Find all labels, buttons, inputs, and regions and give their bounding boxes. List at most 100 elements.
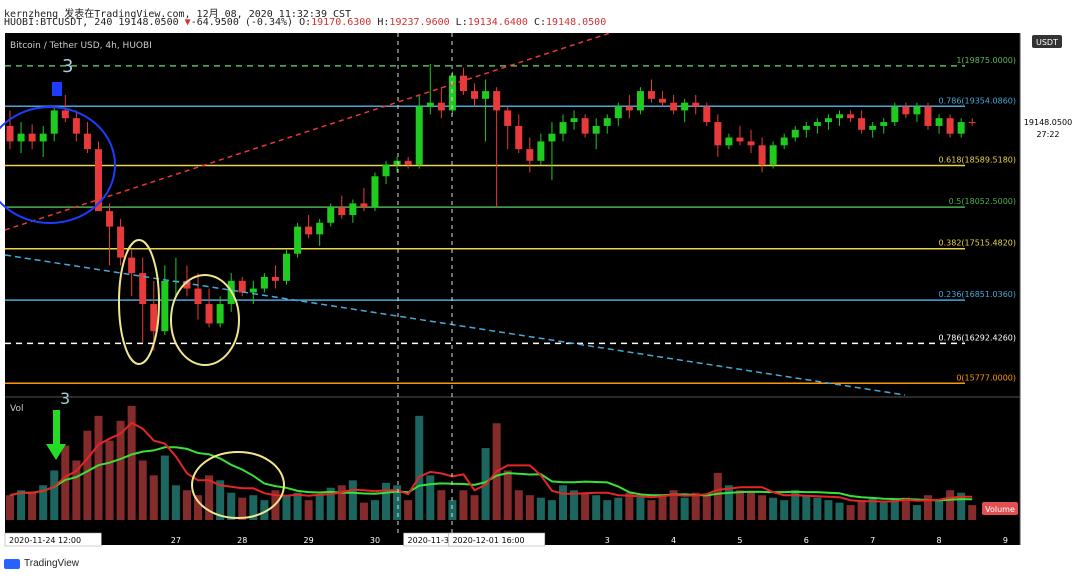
candle-body: [161, 280, 169, 332]
volume-bar-77: [857, 500, 866, 520]
low-value: 19134.6400: [467, 17, 528, 28]
x-tick-8: 4: [671, 536, 676, 545]
volume-bar-68: [758, 495, 767, 520]
candle-7: [83, 122, 91, 154]
candle-body: [72, 118, 80, 134]
candle-body: [205, 304, 213, 324]
volume-bar-54: [603, 500, 612, 520]
volume-bar-1: [17, 490, 26, 520]
volume-bar-79: [879, 502, 888, 520]
volume-bar-53: [592, 495, 601, 520]
x-tick-0: 2020-11-24 12:00: [9, 536, 81, 545]
candle-body: [824, 118, 832, 123]
volume-bar-41: [459, 490, 468, 520]
candle-36: [404, 156, 412, 169]
candle-body: [471, 91, 479, 99]
candle-51: [570, 110, 578, 130]
candle-50: [559, 114, 567, 142]
candle-body: [670, 102, 678, 111]
candle-body: [6, 125, 14, 142]
volume-bar-18: [205, 475, 214, 520]
candle-56: [625, 94, 633, 119]
candle-body: [415, 106, 423, 165]
volume-bar-5: [61, 445, 70, 520]
volume-bar-23: [260, 500, 269, 520]
candle-body: [559, 122, 567, 134]
volume-bar-42: [470, 495, 479, 520]
candle-body: [183, 280, 191, 289]
last-price-tag: 19148.0500: [1024, 118, 1072, 127]
candle-body: [968, 122, 976, 124]
fib-label-5: 0.236(16851.0360): [939, 290, 1017, 299]
close-value: 19148.0500: [546, 17, 607, 28]
y-tick-3: 18800.0000: [1030, 152, 1078, 161]
candle-33: [371, 172, 379, 212]
candle-body: [725, 137, 733, 146]
candle-0: [6, 110, 14, 150]
candle-86: [957, 118, 965, 138]
volume-bar-27: [304, 500, 313, 520]
candle-body: [117, 226, 125, 258]
open-label: O:: [299, 17, 312, 28]
volume-bar-38: [426, 475, 435, 520]
candle-35: [393, 156, 401, 173]
candle-body: [592, 125, 600, 134]
x-tick-13: 9: [1003, 536, 1008, 545]
price-chart[interactable]: 1(19875.0000) 0.786(19354.0860) 0.618(1858…: [0, 30, 1080, 550]
volume-bar-3: [39, 485, 48, 520]
candle-46: [515, 114, 523, 154]
candle-body: [769, 145, 777, 165]
last-price: 19148.0500: [118, 17, 179, 28]
candle-29: [327, 203, 335, 227]
low-label: L:: [455, 17, 468, 28]
candle-body: [128, 257, 136, 274]
chart-title: Bitcoin / Tether USD, 4h, HUOBI: [10, 41, 152, 51]
y-tick-4: 18400.0000: [1030, 184, 1078, 193]
candle-body: [614, 106, 622, 119]
candle-6: [72, 110, 80, 142]
candle-57: [636, 87, 644, 115]
fib-label-7: 0(15777.0000): [956, 373, 1016, 382]
candle-28: [316, 218, 324, 246]
candle-body: [692, 102, 700, 107]
candle-body: [736, 137, 744, 142]
change-down-icon: ▼: [184, 17, 191, 28]
volume-badge: Volume: [985, 505, 1015, 514]
volume-bar-49: [547, 500, 556, 520]
candle-body: [216, 304, 224, 324]
candle-65: [725, 133, 733, 150]
candle-body: [858, 118, 866, 130]
candle-87: [968, 118, 976, 126]
volume-bar-67: [747, 492, 756, 520]
volume-bar-11: [127, 405, 136, 520]
candle-body: [902, 106, 910, 115]
candle-17: [194, 273, 202, 320]
volume-bar-21: [238, 497, 247, 520]
candle-body: [482, 91, 490, 99]
volume-bar-58: [647, 500, 656, 520]
y-tick-0: 20000.0000: [1030, 56, 1078, 65]
volume-bar-57: [636, 495, 645, 520]
volume-bar-60: [669, 490, 678, 520]
tradingview-logo-icon: [4, 558, 20, 569]
candle-30: [338, 195, 346, 219]
volume-bar-71: [791, 490, 800, 520]
candle-73: [813, 118, 821, 134]
x-tick-3: 29: [304, 536, 314, 545]
candle-body: [238, 280, 246, 293]
candle-42: [471, 83, 479, 107]
candle-74: [824, 114, 832, 130]
volume-bar-35: [393, 485, 402, 520]
candle-64: [714, 114, 722, 157]
candle-body: [791, 129, 799, 138]
yellow-ellipse-3: [191, 451, 285, 519]
blue-trendline: [4, 254, 906, 396]
candle-71: [791, 125, 799, 142]
candle-body: [537, 141, 545, 161]
volume-bar-66: [735, 490, 744, 520]
fib-label-4: 0.382(17515.4820): [939, 239, 1017, 248]
volume-bar-72: [802, 495, 811, 520]
volume-bar-55: [614, 497, 623, 520]
chart-area[interactable]: [5, 33, 1020, 545]
volume-bar-75: [835, 502, 844, 520]
